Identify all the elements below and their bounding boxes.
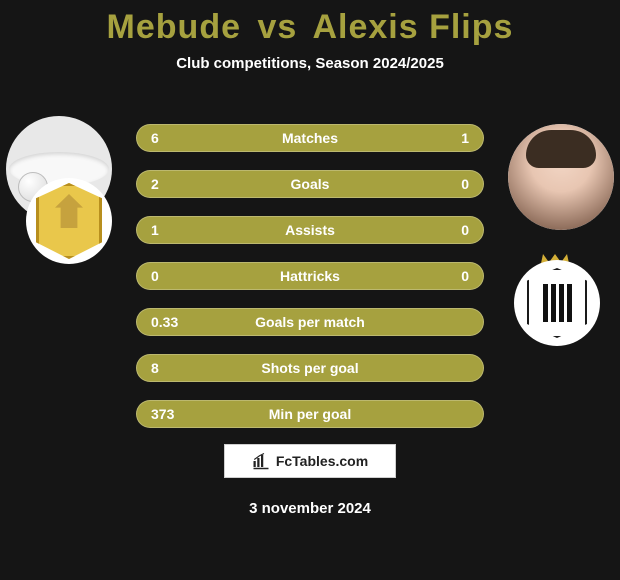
stat-value-left: 1 [151, 222, 193, 238]
player2-photo-face [508, 124, 614, 230]
subtitle: Club competitions, Season 2024/2025 [0, 55, 620, 72]
stat-row: 1Assists0 [136, 216, 484, 244]
stat-value-left: 6 [151, 130, 193, 146]
stat-label: Hattricks [193, 268, 427, 284]
player2-club-badge [514, 260, 600, 346]
branding-badge: FcTables.com [224, 444, 396, 478]
title-player2: Alexis Flips [312, 8, 513, 46]
stat-value-right: 0 [427, 176, 469, 192]
stat-value-left: 0.33 [151, 314, 193, 330]
stat-label: Shots per goal [193, 360, 427, 376]
stripe-icon [543, 284, 548, 322]
stat-value-left: 373 [151, 406, 193, 422]
stat-value-left: 2 [151, 176, 193, 192]
player1-club-badge [26, 178, 112, 264]
stat-row: 6Matches1 [136, 124, 484, 152]
stat-label: Min per goal [193, 406, 427, 422]
date-text: 3 november 2024 [0, 500, 620, 517]
stat-value-left: 0 [151, 268, 193, 284]
stat-value-right: 1 [427, 130, 469, 146]
stripe-icon [559, 284, 564, 322]
bar-chart-icon [252, 452, 270, 470]
stat-row: 0.33Goals per match [136, 308, 484, 336]
stat-value-right: 0 [427, 268, 469, 284]
comparison-card: Mebude vs Alexis Flips Club competitions… [0, 0, 620, 580]
title-player1: Mebude [107, 8, 241, 46]
stat-row: 0Hattricks0 [136, 262, 484, 290]
stat-label: Goals per match [193, 314, 427, 330]
stats-table: 6Matches12Goals01Assists00Hattricks00.33… [136, 124, 484, 446]
stripe-icon [551, 284, 556, 322]
club-crest-right-icon [527, 268, 587, 338]
stripe-icon [567, 284, 572, 322]
stat-value-left: 8 [151, 360, 193, 376]
page-title: Mebude vs Alexis Flips [0, 0, 620, 47]
stat-label: Goals [193, 176, 427, 192]
branding-text: FcTables.com [276, 453, 368, 469]
title-vs: vs [257, 8, 297, 46]
stat-label: Matches [193, 130, 427, 146]
club-crest-left-icon [36, 183, 102, 259]
stat-row: 373Min per goal [136, 400, 484, 428]
stat-label: Assists [193, 222, 427, 238]
player2-photo [508, 124, 614, 230]
stat-row: 8Shots per goal [136, 354, 484, 382]
stat-row: 2Goals0 [136, 170, 484, 198]
stat-value-right: 0 [427, 222, 469, 238]
